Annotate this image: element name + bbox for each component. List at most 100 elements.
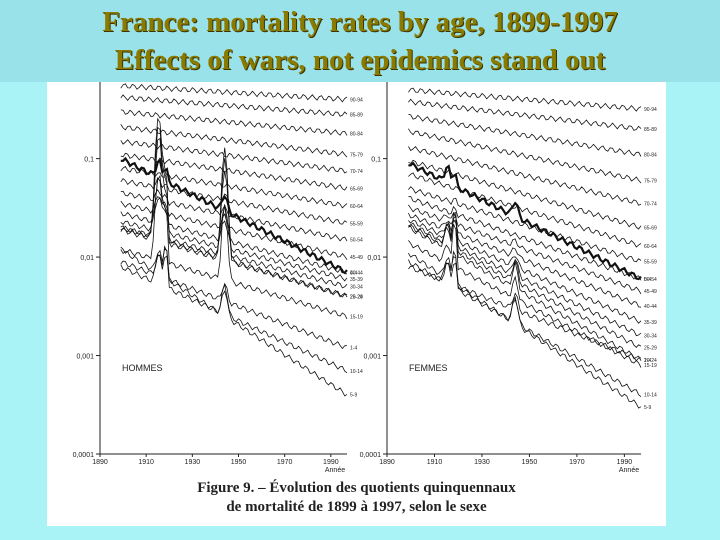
series-line	[120, 126, 348, 298]
y-tick-label: 0,01	[80, 255, 94, 262]
series-line	[408, 212, 642, 308]
series-line	[120, 117, 348, 298]
series-line	[120, 137, 348, 289]
series-label: 10-14	[350, 369, 363, 375]
x-tick-label: 1910	[138, 459, 154, 466]
series-line	[120, 177, 348, 320]
series-line	[408, 128, 642, 184]
series-label: 60-64	[350, 204, 363, 210]
series-label: 15-19	[644, 363, 657, 369]
series-label: 1-4	[350, 346, 357, 352]
series-line	[120, 253, 348, 350]
series-label: 50-54	[644, 277, 657, 283]
series-label: 25-29	[644, 346, 657, 352]
slide-title-line-2: Effects of wars, not epidemics stand out	[114, 44, 606, 76]
x-tick-label: 1950	[231, 459, 247, 466]
y-tick-label: 0,001	[363, 354, 381, 361]
series-label: 55-59	[644, 260, 657, 266]
series-line	[408, 204, 642, 295]
series-line	[120, 248, 348, 397]
series-label: 50-54	[350, 238, 363, 244]
series-line	[408, 262, 642, 362]
series-line	[120, 245, 348, 374]
series-line	[408, 224, 642, 368]
series-line	[120, 165, 348, 209]
series-line	[408, 98, 642, 131]
x-tick-label: 1990	[617, 459, 633, 466]
series-label: 35-39	[644, 320, 657, 326]
x-tick-label: 1950	[522, 459, 538, 466]
y-tick-label: 0,0001	[360, 452, 382, 459]
series-line	[408, 196, 642, 281]
x-tick-label: 1890	[92, 459, 108, 466]
x-tick-label: 1970	[569, 459, 585, 466]
series-label: 15-19	[350, 314, 363, 320]
series-line	[120, 174, 348, 282]
x-tick-label: 1890	[379, 459, 395, 466]
series-label: 0-4	[350, 270, 357, 276]
figure-caption-line-1: Figure 9. – Évolution des quotients quin…	[197, 480, 516, 496]
y-tick-label: 0,0001	[73, 452, 95, 459]
series-label: 90-94	[644, 107, 657, 113]
series-label: 1-4	[644, 358, 651, 364]
series-label: 80-84	[644, 153, 657, 159]
series-label: 65-69	[350, 186, 363, 192]
series-line	[408, 172, 642, 248]
series-line	[408, 252, 642, 409]
series-label: 20-24	[644, 358, 657, 364]
title-band: France: mortality rates by age, 1899-199…	[0, 0, 720, 82]
series-line	[120, 83, 348, 103]
series-line	[408, 211, 642, 361]
series-label: 45-49	[644, 289, 657, 295]
x-axis-label: Année	[325, 467, 345, 474]
series-label: 60-64	[644, 244, 657, 250]
series-line	[408, 87, 642, 112]
series-line	[120, 188, 348, 242]
series-line	[120, 139, 348, 174]
series-label: 75-79	[350, 153, 363, 159]
panel-label: HOMMES	[122, 363, 163, 373]
series-line	[408, 186, 642, 263]
series-label: 30-34	[350, 285, 363, 291]
x-tick-label: 1910	[427, 459, 443, 466]
series-label: 10-14	[644, 393, 657, 399]
series-label: 30-34	[644, 333, 657, 339]
series-line	[408, 211, 642, 348]
series-line	[120, 124, 348, 158]
y-tick-label: 0,1	[371, 157, 381, 164]
x-tick-label: 1990	[323, 459, 339, 466]
slide-title-line-1: France: mortality rates by age, 1899-199…	[102, 6, 618, 38]
figure-caption-line-2: de mortalité de 1899 à 1997, selon le se…	[226, 499, 487, 515]
series-line	[120, 156, 348, 274]
x-tick-label: 1970	[277, 459, 293, 466]
series-label: 70-74	[644, 202, 657, 208]
series-label: 85-89	[644, 127, 657, 133]
y-tick-label: 0,01	[367, 255, 381, 262]
panel-label: FEMMES	[409, 363, 448, 373]
x-axis-label: Année	[619, 467, 639, 474]
y-tick-label: 0,001	[76, 354, 94, 361]
series-label: 25-29	[350, 294, 363, 300]
series-line	[408, 145, 642, 206]
series-line	[408, 161, 642, 281]
series-label: 40-44	[350, 270, 363, 276]
y-tick-label: 0,1	[84, 157, 94, 164]
series-line	[120, 109, 348, 136]
figure-panel: 0,1 0,01 0,001 0,0001 1890 1910 1930 1950 1970 19…	[47, 82, 666, 526]
series-label: 90-94	[350, 97, 363, 103]
series-label: 80-84	[350, 131, 363, 137]
series-label: 75-79	[644, 178, 657, 184]
series-label: 0-4	[644, 277, 651, 283]
series-line	[120, 94, 348, 117]
series-label: 5-9	[350, 393, 357, 399]
series-line	[408, 159, 642, 230]
series-label: 55-59	[350, 221, 363, 227]
series-label: 85-89	[350, 113, 363, 119]
series-label: 70-74	[350, 169, 363, 175]
series-label: 5-9	[644, 405, 651, 411]
series-line	[408, 114, 642, 157]
series-line	[120, 197, 348, 275]
x-tick-label: 1930	[474, 459, 490, 466]
series-label: 65-69	[644, 225, 657, 231]
